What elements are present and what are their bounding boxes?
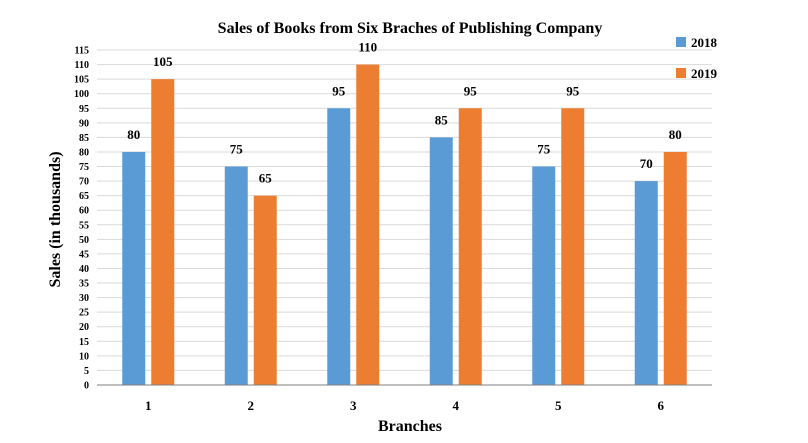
data-label: 75 <box>230 142 244 157</box>
y-tick-label: 95 <box>79 104 89 115</box>
x-tick-label: 4 <box>453 398 460 413</box>
legend-swatch-2019 <box>676 68 686 78</box>
y-tick-label: 55 <box>79 220 89 231</box>
bars <box>122 64 687 386</box>
y-tick-label: 100 <box>74 89 89 100</box>
data-label: 80 <box>127 127 140 142</box>
chart-title: Sales of Books from Six Braches of Publi… <box>218 20 603 37</box>
bar-2018-branch-1 <box>122 151 146 385</box>
y-tick-label: 80 <box>79 147 89 158</box>
y-tick-label: 15 <box>79 337 89 348</box>
y-tick-label: 5 <box>84 366 89 377</box>
x-tick-label: 5 <box>555 398 562 413</box>
y-tick-label: 40 <box>79 264 89 275</box>
data-label: 70 <box>640 156 653 171</box>
y-tick-label: 90 <box>79 118 89 129</box>
data-label: 110 <box>358 40 377 55</box>
legend-swatch-2018 <box>676 37 686 47</box>
x-tick-label: 2 <box>248 398 255 413</box>
y-tick-label: 30 <box>79 293 89 304</box>
bar-2019-branch-5 <box>561 108 585 386</box>
bar-2019-branch-4 <box>458 108 482 386</box>
bar-2018-branch-6 <box>634 181 658 385</box>
y-axis-title: Sales (in thousands) <box>47 151 64 287</box>
bar-2019-branch-3 <box>356 64 380 385</box>
y-tick-label: 0 <box>84 381 89 392</box>
y-tick-label: 70 <box>79 177 89 188</box>
y-tick-label: 60 <box>79 206 89 217</box>
bar-2018-branch-5 <box>532 166 556 385</box>
legend-label: 2018 <box>691 35 718 50</box>
bar-2019-branch-6 <box>663 151 687 385</box>
x-axis-title: Branches <box>378 418 442 435</box>
y-tick-label: 35 <box>79 279 89 290</box>
bar-2018-branch-2 <box>224 166 248 385</box>
y-tick-label: 20 <box>79 322 89 333</box>
x-tick-label: 3 <box>350 398 357 413</box>
data-labels: 80 105 75 65 95 110 85 95 75 95 70 80 <box>127 40 682 186</box>
y-tick-label: 105 <box>74 75 89 86</box>
y-tick-label: 65 <box>79 191 89 202</box>
y-tick-label: 75 <box>79 162 89 173</box>
data-label: 95 <box>566 83 580 98</box>
y-tick-label: 25 <box>79 308 89 319</box>
bar-2019-branch-1 <box>151 79 175 385</box>
x-axis-ticks: 1 2 3 4 5 6 <box>145 398 665 413</box>
x-tick-label: 6 <box>658 398 665 413</box>
bar-2018-branch-3 <box>327 108 351 386</box>
bar-2019-branch-2 <box>253 195 277 385</box>
data-label: 95 <box>332 83 346 98</box>
y-tick-label: 110 <box>75 60 89 71</box>
data-label: 105 <box>153 54 173 69</box>
y-axis-ticks: 0 5 10 15 20 25 30 35 40 45 50 55 60 65 70 75 80 85 90 95 10… <box>74 46 89 392</box>
y-tick-label: 115 <box>75 46 89 57</box>
gridlines <box>97 49 712 371</box>
bar-2018-branch-4 <box>429 137 453 385</box>
y-tick-label: 85 <box>79 133 89 144</box>
data-label: 80 <box>669 127 682 142</box>
y-tick-label: 10 <box>79 351 89 362</box>
legend-label: 2019 <box>691 66 718 81</box>
data-label: 65 <box>259 171 273 186</box>
y-tick-label: 50 <box>79 235 89 246</box>
data-label: 85 <box>435 112 449 127</box>
data-label: 95 <box>464 83 478 98</box>
x-tick-label: 1 <box>145 398 152 413</box>
y-tick-label: 45 <box>79 249 89 260</box>
legend: 2018 2019 <box>676 35 718 81</box>
data-label: 75 <box>537 142 551 157</box>
